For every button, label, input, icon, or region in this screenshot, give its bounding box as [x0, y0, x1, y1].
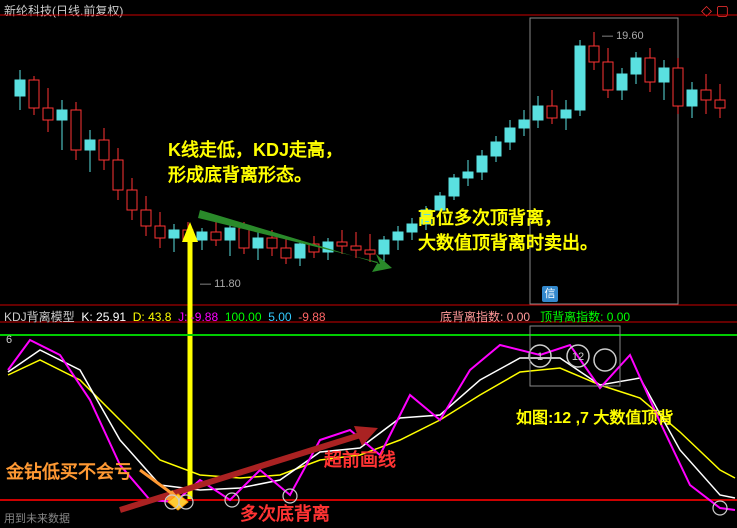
- kdj-left-num: 6: [6, 334, 12, 346]
- price-low-marker: — 11.80: [200, 278, 241, 290]
- annotation-kline-low: K线走低，KDJ走高， 形成底背离形态。: [168, 138, 343, 188]
- kdj-panel-header-right: 底背离指数: 0.00 顶背离指数: 0.00: [440, 308, 630, 325]
- kdj-panel-header: KDJ背离模型 K: 25.91 D: 43.8 J: -9.88 100.00…: [4, 308, 326, 325]
- info-icon[interactable]: 信: [542, 286, 558, 302]
- annotation-gold-buy: 金钻低买不会亏: [6, 458, 132, 484]
- annotation-big-num: 如图:12 ,7 大数值顶背: [516, 404, 673, 428]
- footer-text: 用到未来数据: [4, 510, 70, 526]
- annotation-multi-bottom: 多次底背离: [240, 500, 330, 526]
- annotation-lead-line: 超前画线: [324, 446, 396, 472]
- svg-text:12: 12: [572, 351, 584, 363]
- price-high-marker: — 19.60: [602, 30, 644, 42]
- svg-text:1: 1: [537, 351, 543, 363]
- annotation-high-divergence: 高位多次顶背离， 大数值顶背离时卖出。: [418, 206, 598, 256]
